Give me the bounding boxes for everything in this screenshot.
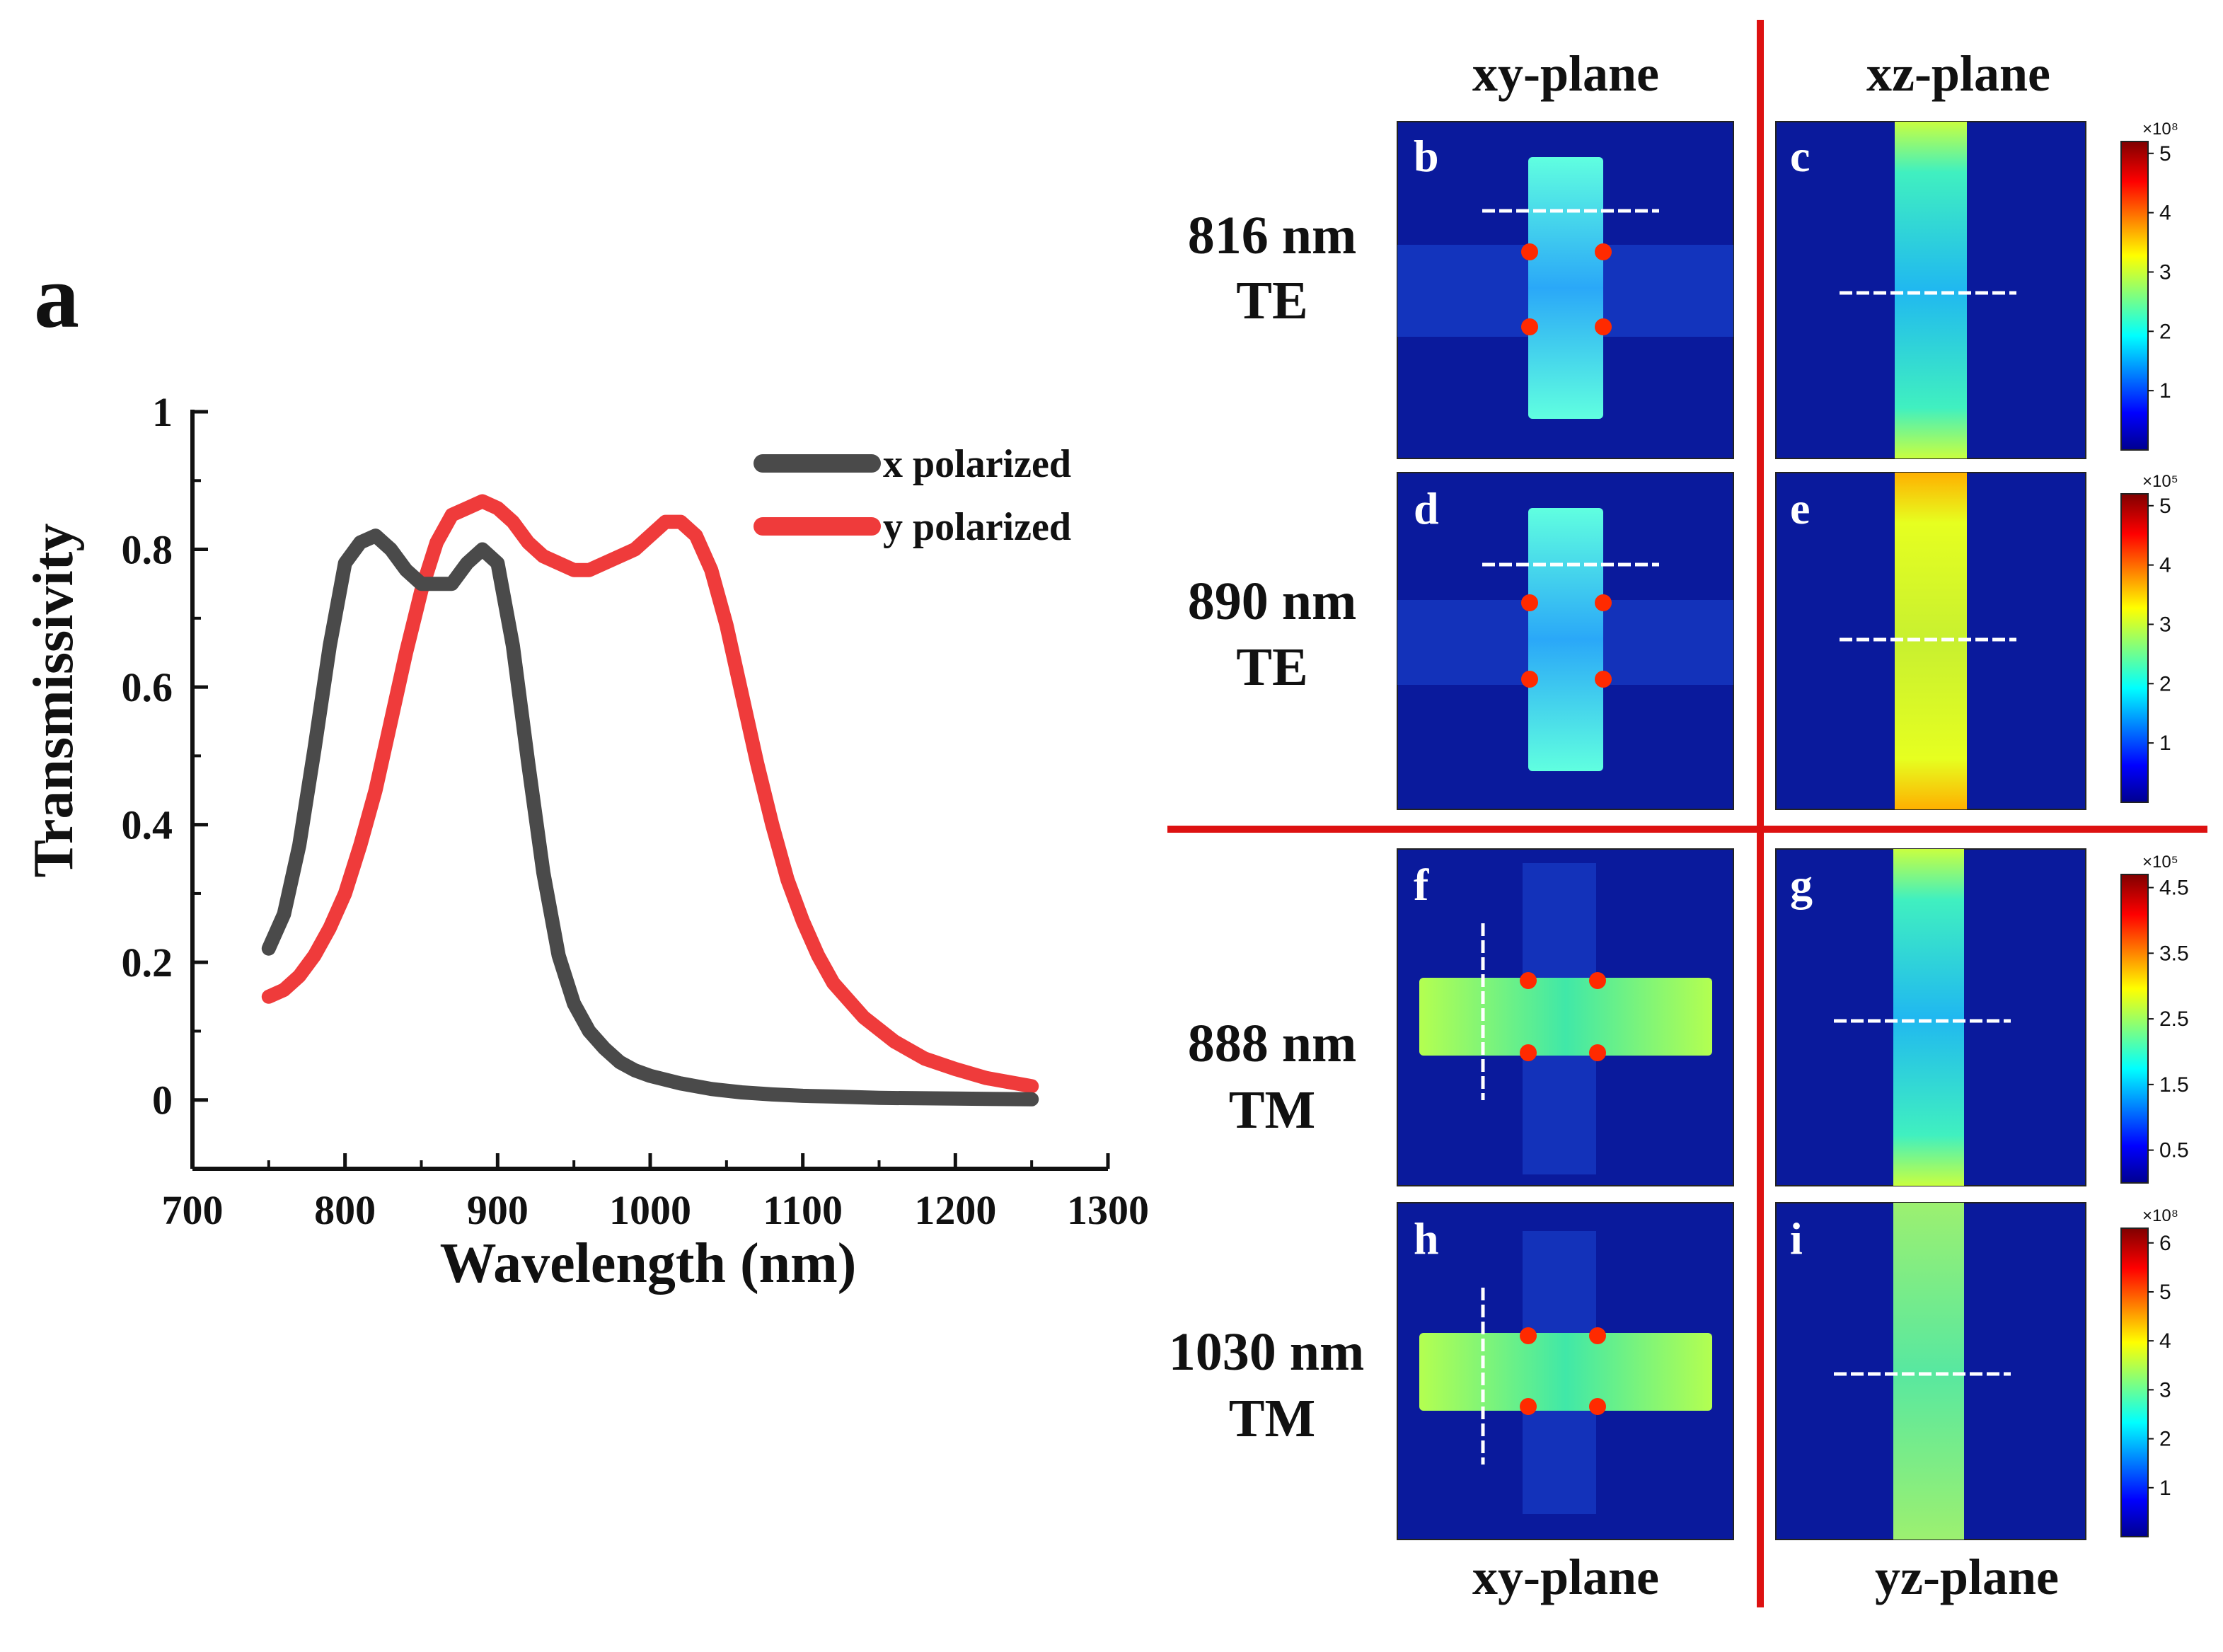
- colorbar-tick-labels: 6 5 4 3 2 1: [2148, 1232, 2171, 1500]
- colorbar-tick-label: 2.5: [2159, 1007, 2189, 1031]
- colorbar-tick-label: 3: [2159, 1378, 2171, 1402]
- y-tick-label: 0.2: [122, 940, 173, 986]
- x-axis-label: Wavelength (nm): [440, 1232, 857, 1295]
- column-footer-xy: xy-plane: [1472, 1549, 1659, 1605]
- row-label-mode: TM: [1229, 1389, 1315, 1448]
- column-footer-yz: yz-plane: [1875, 1549, 2059, 1605]
- colorbar-tick-label: 4: [2159, 202, 2171, 225]
- colorbar-tick-labels: 5 4 3 2 1: [2148, 142, 2171, 403]
- series-line-x-polarized: [261, 528, 1039, 1107]
- colorbar-tick-label: 6: [2159, 1232, 2171, 1255]
- field-row-4: 1030 nm TM h i ×10⁸ 6 5 4 3 2 1: [1169, 1202, 2178, 1540]
- field-row-1: 816 nm TE b c ×10⁸ 5 4 3 2 1: [1188, 120, 2178, 459]
- colorbar-tick-label: 2: [2159, 1428, 2171, 1451]
- panel-letter-g: g: [1790, 860, 1813, 910]
- series-line-y-polarized: [261, 494, 1039, 1094]
- colorbar-tick-label: 5: [2159, 1281, 2171, 1304]
- colorbar-tick-label: 1: [2159, 732, 2171, 755]
- colorbar-tick-labels: 4.5 3.5 2.5 1.5 0.5: [2148, 877, 2189, 1162]
- y-tick-label: 1: [152, 389, 173, 435]
- field-map-xy-b: b: [1397, 121, 1734, 459]
- x-tick-label: 1000: [609, 1187, 691, 1233]
- y-tick-label: 0.4: [122, 802, 173, 848]
- series-layer: [261, 494, 1039, 1107]
- panel-letter-e: e: [1790, 483, 1810, 533]
- x-tick-label: 1300: [1067, 1187, 1149, 1233]
- colorbar-exponent: ×10⁸: [2142, 1206, 2178, 1225]
- field-map-xz-g: g: [1775, 848, 2086, 1186]
- x-tick-label: 900: [467, 1187, 529, 1233]
- panel-letter-d: d: [1414, 483, 1439, 533]
- row-label-mode: TM: [1229, 1080, 1315, 1140]
- field-map-xy-h: h: [1397, 1202, 1734, 1540]
- colorbar-tick-label: 1: [2159, 379, 2171, 403]
- chart-legend: x polarized y polarized: [753, 442, 1071, 549]
- colorbar-exponent: ×10⁵: [2142, 472, 2178, 491]
- field-map-grid: xy-plane xz-plane xy-plane yz-plane 816 …: [1167, 20, 2207, 1607]
- colorbar-tick-label: 0.5: [2159, 1139, 2189, 1162]
- transmission-chart: a 700 800 900 1000 1100 1200 1300 0 0.2 0.4 0.6 0.…: [23, 246, 1149, 1295]
- x-tick-label: 1200: [914, 1187, 996, 1233]
- colorbar-tick-label: 1.5: [2159, 1073, 2189, 1097]
- colorbar-exponent: ×10⁵: [2142, 853, 2178, 872]
- x-tick-label: 700: [162, 1187, 224, 1233]
- legend-label-x: x polarized: [883, 442, 1071, 486]
- colorbar-tick-label: 3: [2159, 260, 2171, 284]
- panel-letter-c: c: [1790, 131, 1810, 181]
- colorbar-tick-label: 2: [2159, 320, 2171, 343]
- row-label-wavelength: 890 nm: [1188, 572, 1357, 631]
- colorbar-tick-label: 4: [2159, 1329, 2171, 1353]
- panel-letter-b: b: [1414, 131, 1439, 181]
- row-label-wavelength: 1030 nm: [1169, 1322, 1365, 1382]
- colorbar-tick-label: 5: [2159, 495, 2171, 518]
- colorbar-2: ×10⁵ 5 4 3 2 1: [2120, 472, 2178, 803]
- colorbar-tick-label: 1: [2159, 1477, 2171, 1500]
- y-tick-label: 0: [152, 1078, 173, 1124]
- y-tick-label: 0.6: [122, 664, 173, 710]
- colorbar-tick-label: 4: [2159, 554, 2171, 577]
- colorbar-tick-label: 3: [2159, 613, 2171, 636]
- field-map-yz-i: i: [1775, 1202, 2086, 1540]
- panel-letter-a: a: [34, 246, 79, 347]
- panel-letter-f: f: [1414, 860, 1429, 910]
- field-map-xy-d: d: [1397, 472, 1734, 810]
- colorbar-4: ×10⁸ 6 5 4 3 2 1: [2120, 1206, 2178, 1537]
- y-tick-labels: 0 0.2 0.4 0.6 0.8 1: [122, 389, 208, 1124]
- panel-letter-h: h: [1414, 1213, 1439, 1264]
- colorbar-tick-label: 4.5: [2159, 877, 2189, 900]
- row-label-wavelength: 816 nm: [1188, 206, 1357, 265]
- field-map-xz-e: e: [1775, 472, 2086, 810]
- colorbar-exponent: ×10⁸: [2142, 120, 2178, 139]
- legend-label-y: y polarized: [883, 505, 1071, 549]
- colorbar-tick-label: 5: [2159, 142, 2171, 166]
- panel-letter-i: i: [1790, 1213, 1803, 1264]
- row-label-mode: TE: [1236, 271, 1307, 330]
- y-tick-label: 0.8: [122, 527, 173, 573]
- column-header-xy: xy-plane: [1472, 45, 1659, 102]
- column-header-xz: xz-plane: [1866, 45, 2050, 102]
- x-tick-label: 800: [314, 1187, 376, 1233]
- colorbar-3: ×10⁵ 4.5 3.5 2.5 1.5 0.5: [2120, 853, 2189, 1184]
- colorbar-tick-label: 2: [2159, 672, 2171, 695]
- field-map-xz-c: c: [1775, 121, 2086, 459]
- x-tick-labels: 700 800 900 1000 1100 1200 1300: [162, 1153, 1149, 1233]
- row-label-mode: TE: [1236, 637, 1307, 697]
- colorbar-1: ×10⁸ 5 4 3 2 1: [2120, 120, 2178, 451]
- y-axis-label: Transmissivity: [23, 524, 85, 878]
- field-map-xy-f: f: [1397, 848, 1734, 1186]
- field-row-3: 888 nm TM f g ×10⁵ 4.5 3.5 2.5 1.5 0.5: [1188, 848, 2189, 1186]
- row-label-wavelength: 888 nm: [1188, 1014, 1357, 1073]
- colorbar-tick-labels: 5 4 3 2 1: [2148, 495, 2171, 755]
- colorbar-tick-label: 3.5: [2159, 942, 2189, 965]
- x-tick-label: 1100: [763, 1187, 843, 1233]
- field-row-2: 890 nm TE d e ×10⁵ 5 4 3 2 1: [1188, 472, 2178, 810]
